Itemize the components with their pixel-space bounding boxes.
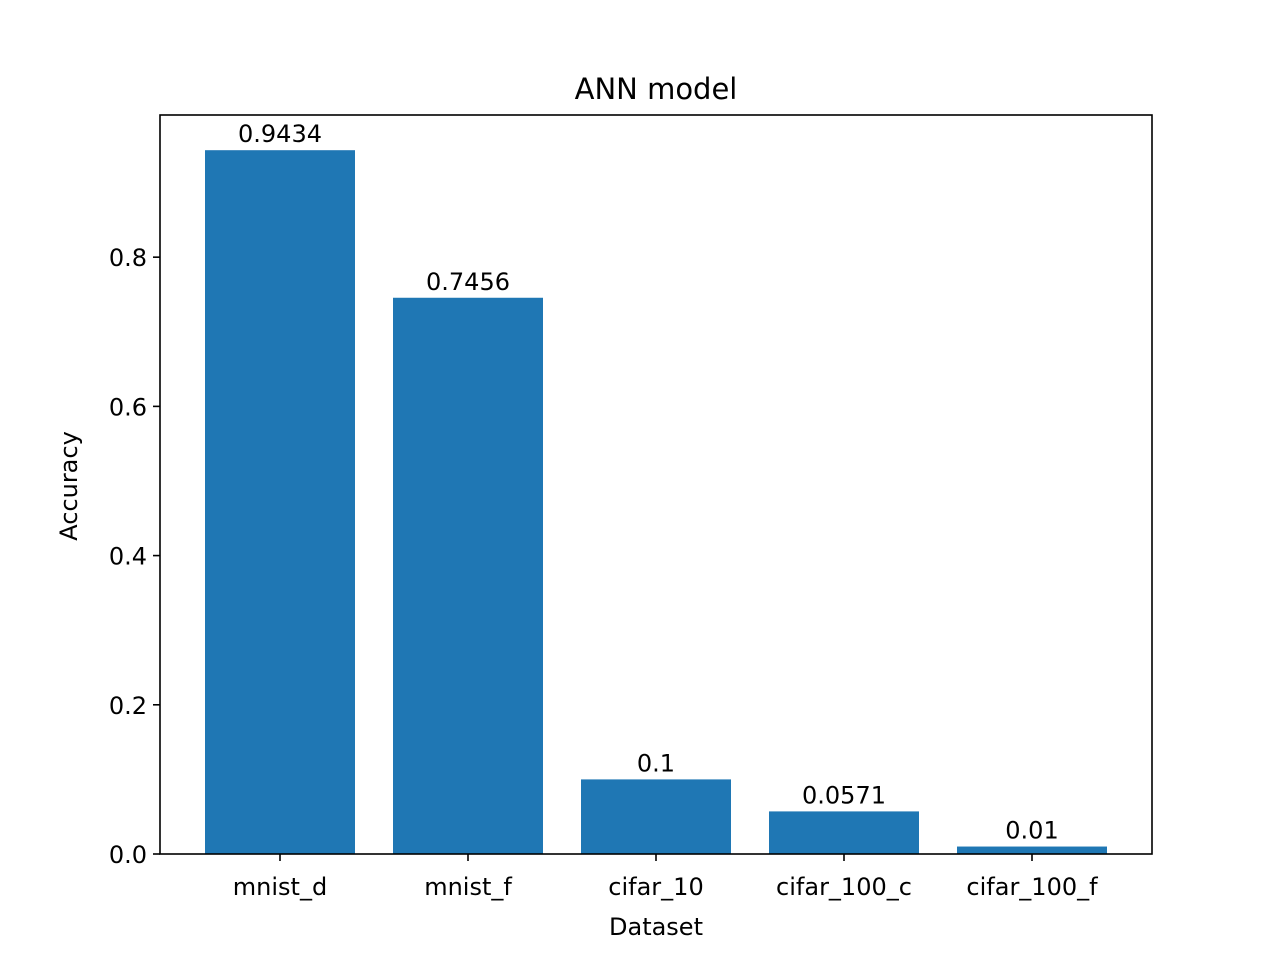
data-label-cifar_100_f: 0.01 xyxy=(1005,817,1058,845)
x-tick-label-cifar_10: cifar_10 xyxy=(608,873,703,901)
y-tick-label-0.8: 0.8 xyxy=(109,244,147,272)
data-label-mnist_d: 0.9434 xyxy=(238,120,322,148)
bar-mnist_f xyxy=(393,297,543,854)
data-labels-group: 0.9434 0.7456 0.1 0.0571 0.01 xyxy=(238,120,1059,844)
x-tick-label-cifar_100_f: cifar_100_f xyxy=(966,873,1098,901)
y-axis-label: Accuracy xyxy=(55,431,83,541)
y-tick-label-0.6: 0.6 xyxy=(109,393,147,421)
y-tick-label-0.2: 0.2 xyxy=(109,692,147,720)
x-axis-ticks: mnist_d mnist_f cifar_10 cifar_100_c cifar_1… xyxy=(233,854,1098,901)
x-tick-label-mnist_f: mnist_f xyxy=(424,873,512,901)
bar-cifar_100_f xyxy=(957,846,1107,854)
y-tick-label-0.0: 0.0 xyxy=(109,841,147,869)
plot-frame xyxy=(159,114,1153,855)
x-tick-label-mnist_d: mnist_d xyxy=(233,873,327,901)
bar-mnist_d xyxy=(205,150,355,854)
x-axis-label: Dataset xyxy=(609,913,703,941)
bars-group xyxy=(205,150,1107,854)
x-tick-label-cifar_100_c: cifar_100_c xyxy=(776,873,912,901)
bar-cifar_100_c xyxy=(769,811,919,854)
data-label-cifar_10: 0.1 xyxy=(637,749,675,777)
data-label-cifar_100_c: 0.0571 xyxy=(802,781,886,809)
y-axis-ticks: 0.0 0.2 0.4 0.6 0.8 xyxy=(109,244,160,869)
bar-cifar_10 xyxy=(581,779,731,854)
chart-title: ANN model xyxy=(575,72,738,106)
y-tick-label-0.4: 0.4 xyxy=(109,543,147,571)
data-label-mnist_f: 0.7456 xyxy=(426,268,510,296)
